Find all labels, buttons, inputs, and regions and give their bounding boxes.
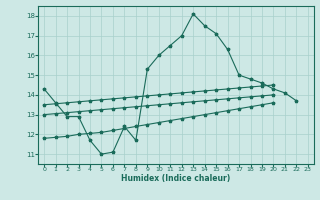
X-axis label: Humidex (Indice chaleur): Humidex (Indice chaleur) [121,174,231,183]
